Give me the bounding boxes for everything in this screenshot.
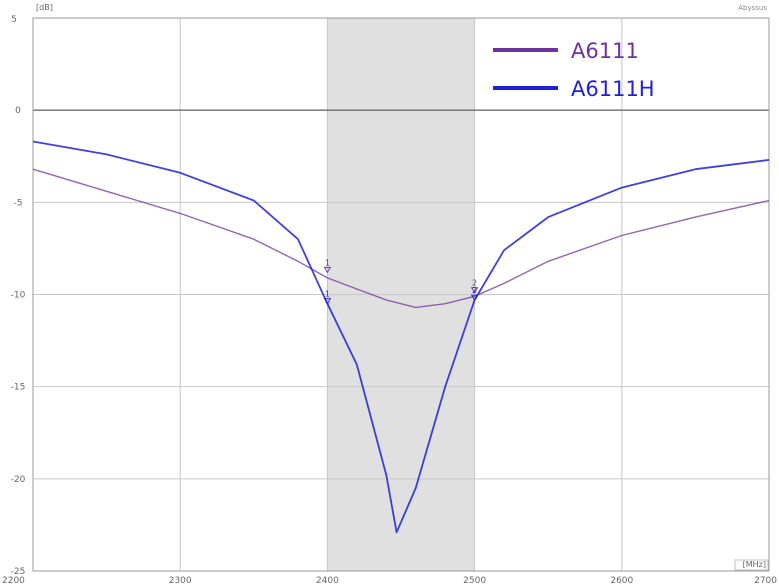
x-tick-label: 2400 [316, 576, 339, 586]
y-axis-unit: [dB] [36, 3, 53, 12]
marker-label-a6111: 2 [472, 279, 477, 288]
x-tick-label: 2500 [463, 576, 486, 586]
axis-layer: 2200 2300 2400 2500 2600 2700 0 -5 -10 -15 -20 -25 5… [2, 3, 777, 586]
x-tick-label: 2200 [2, 576, 25, 586]
legend: A6111 A6111H [493, 39, 655, 101]
marker-label-a6111: 1 [325, 258, 330, 267]
y-tick-label: 5 [11, 15, 17, 25]
y-tick-label: 0 [15, 106, 21, 116]
x-axis-unit: [MHz] [743, 560, 766, 569]
marker-triangle-a6111h [323, 298, 332, 305]
y-tick-label: -15 [11, 383, 26, 393]
marker-label-a6111h: 1 [325, 290, 330, 299]
y-tick-label: -25 [11, 567, 26, 577]
series-layer [32, 140, 770, 534]
corner-label: Abyssus [738, 4, 767, 12]
y-tick-label: -20 [11, 475, 26, 485]
x-tick-label: 2300 [169, 576, 192, 586]
x-tick-label: 2700 [754, 576, 777, 586]
y-tick-label: -5 [14, 198, 23, 208]
x-tick-label: 2600 [610, 576, 633, 586]
series-line-a6111h [32, 140, 770, 534]
grid-layer [33, 18, 769, 571]
marker-triangle-a6111h [470, 294, 479, 301]
legend-label-a6111: A6111 [571, 39, 639, 63]
marker-triangle-a6111 [470, 287, 479, 294]
y-tick-label: -10 [11, 291, 26, 301]
series-line-a6111 [32, 168, 770, 309]
marker-triangle-a6111 [323, 266, 332, 274]
plot-frame [32, 17, 770, 572]
legend-label-a6111h: A6111H [571, 77, 655, 101]
x-axis-unit-box [734, 559, 769, 571]
marker-label-a6111h: 2 [472, 286, 477, 295]
marker-layer: 1 2 1 2 [323, 258, 479, 305]
